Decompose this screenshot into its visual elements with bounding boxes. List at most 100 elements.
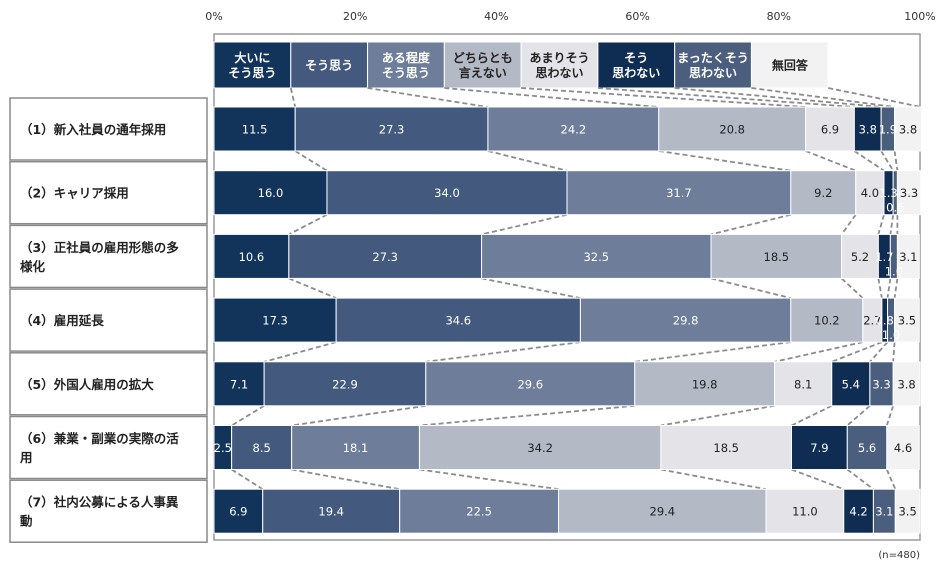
value-label: 3.8 [899, 123, 917, 137]
legend-label: 思わない [612, 66, 660, 80]
value-label: 34.0 [434, 186, 460, 200]
bar-segment [765, 488, 845, 534]
value-label: 2.7 [863, 314, 881, 328]
value-label: 29.4 [650, 505, 676, 519]
legend-label: あまりそう [529, 51, 589, 65]
bar-segment [790, 170, 857, 216]
value-label: 3.1 [875, 505, 893, 519]
connector-line [885, 405, 895, 426]
x-tick-label: 80% [767, 10, 791, 23]
value-label: 0.6 [886, 201, 904, 215]
bar-segment [894, 106, 922, 152]
bar-segment [894, 488, 921, 534]
connector-line [840, 214, 857, 235]
connector-line [231, 468, 264, 490]
plot-frame [213, 33, 921, 541]
x-tick-label: 60% [625, 10, 649, 23]
bar-segment [846, 425, 888, 470]
bar-segment [710, 233, 843, 279]
connector-line [893, 150, 899, 171]
bar-segment [487, 106, 660, 152]
legend-label: 思わない [689, 66, 737, 80]
value-label: 9.2 [814, 186, 832, 200]
connector-line [419, 468, 559, 491]
category-label: （5）外国人雇用の拡大 [9, 352, 208, 416]
bar-segment [896, 233, 920, 279]
category-box [9, 288, 208, 352]
value-label: 7.1 [230, 377, 248, 391]
legend-label: そう [624, 51, 648, 65]
bar-segment [213, 170, 328, 216]
value-label: 1.0 [885, 264, 903, 278]
value-label: 3.5 [898, 314, 916, 328]
value-label: 5.4 [842, 377, 860, 391]
value-label: 2.5 [214, 441, 232, 455]
value-label: 10.6 [239, 250, 265, 264]
value-label: 22.5 [466, 505, 492, 519]
connector-line [710, 277, 792, 299]
value-label: 1.3 [879, 186, 897, 200]
bar-segment [894, 297, 920, 343]
bar-segment [326, 170, 568, 216]
connector-line [791, 468, 845, 491]
legend-label: 大いに [234, 50, 270, 65]
connector-line [288, 213, 328, 236]
connector-line [481, 277, 581, 299]
bar-segment [335, 297, 581, 343]
legend-item: そう思う [290, 41, 369, 89]
value-label: 1.0 [882, 328, 900, 342]
connector-line [660, 468, 767, 491]
value-label: 11.0 [792, 505, 818, 519]
connector-line [791, 404, 833, 427]
value-label: 8.1 [794, 377, 812, 391]
category-box [9, 415, 208, 480]
connector-line [880, 150, 894, 172]
connector-line [751, 87, 895, 108]
bar-segment [660, 425, 793, 470]
category-text: （5）外国人雇用の拡大 [20, 377, 154, 392]
connector-line [597, 87, 855, 108]
connector-line [846, 405, 871, 427]
value-label: 11.5 [242, 123, 268, 137]
value-label: 34.2 [527, 441, 553, 455]
value-label: 31.7 [666, 186, 692, 200]
value-label: 3.8 [859, 123, 877, 137]
connector-line [841, 277, 864, 299]
legend-label: ある程度 [382, 50, 431, 65]
connector-line [805, 150, 857, 172]
connector-line [869, 341, 889, 363]
connector-line [889, 214, 895, 235]
connector-line [231, 405, 265, 427]
category-text: 用 [19, 450, 33, 465]
x-tick-label: 40% [484, 10, 508, 23]
bar-segment [853, 106, 882, 152]
value-label: 1.7 [875, 250, 893, 264]
bar-segment [558, 488, 767, 534]
bar-segment [843, 488, 874, 534]
value-label: 5.6 [858, 441, 876, 455]
legend-swatch [290, 41, 369, 89]
legend-label: 思わない [535, 66, 583, 80]
connector-line [660, 404, 775, 427]
value-label: 17.3 [262, 314, 288, 328]
connector-line [521, 87, 806, 108]
legend-label: どちらとも [453, 51, 513, 65]
category-text: （3）正社員の雇用形態の多 [20, 240, 179, 255]
connector-line [425, 341, 581, 363]
value-label: 10.2 [814, 314, 840, 328]
value-label: 32.5 [583, 250, 609, 264]
value-label: 6.9 [821, 123, 839, 137]
category-text: （4）雇用延長 [20, 313, 104, 328]
bar-segment [579, 297, 792, 343]
bar-segment [213, 488, 264, 534]
legend-label: まったくそう [677, 51, 749, 65]
value-label: 18.5 [713, 441, 739, 455]
connector-line [634, 341, 791, 363]
connector-line [885, 469, 897, 490]
x-tick-label: 100% [904, 10, 935, 23]
connector-line [288, 277, 337, 299]
